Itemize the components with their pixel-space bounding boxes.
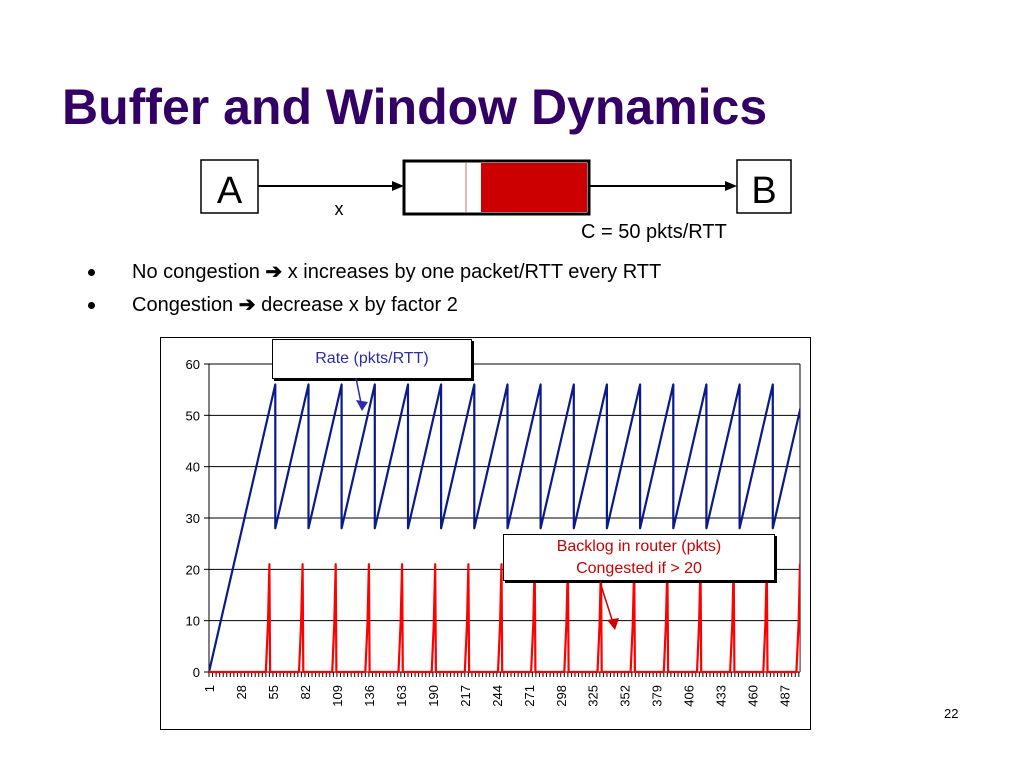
bullet-text: x increases by one packet/RTT every RTT bbox=[282, 261, 662, 283]
bullet-item: No congestion ➔ x increases by one packe… bbox=[88, 256, 661, 289]
y-tick-label: 40 bbox=[186, 460, 200, 475]
x-tick-label: 406 bbox=[682, 685, 697, 707]
chart-frame: 0 10 20 30 40 50 60 1 28 55 82 109 136 163 190 217 244 27… bbox=[160, 337, 811, 730]
bullet-list: No congestion ➔ x increases by one packe… bbox=[88, 256, 661, 322]
rate-callout: Rate (pkts/RTT) bbox=[272, 339, 472, 379]
x-tick-label: 379 bbox=[650, 685, 665, 707]
x-tick-label: 1 bbox=[202, 685, 217, 692]
x-tick-label: 298 bbox=[554, 685, 569, 707]
bullet-text: decrease x by factor 2 bbox=[255, 294, 458, 316]
x-tick-label: 433 bbox=[714, 685, 729, 707]
link-b-arrowhead bbox=[725, 181, 737, 191]
bullet-text: Congestion bbox=[132, 294, 239, 316]
source-node-label: A bbox=[217, 170, 243, 212]
bullet-text: No congestion bbox=[132, 261, 266, 283]
dest-node-label: B bbox=[751, 170, 776, 212]
link-a-arrowhead bbox=[392, 181, 404, 191]
page-number: 22 bbox=[944, 706, 959, 721]
bullet-dot bbox=[88, 269, 95, 276]
queue-backlog-fill bbox=[481, 163, 587, 212]
rate-pointer-arrowhead bbox=[356, 400, 368, 411]
x-tick-label: 325 bbox=[586, 685, 601, 707]
network-diagram: A x B C = 50 pkts/RTT bbox=[200, 159, 792, 243]
backlog-callout-pointer bbox=[599, 581, 615, 627]
y-tick-label: 60 bbox=[186, 357, 200, 372]
x-tick-label: 352 bbox=[618, 685, 633, 707]
rate-callout-text: Rate (pkts/RTT) bbox=[315, 350, 429, 367]
backlog-pointer-arrowhead bbox=[607, 618, 619, 630]
dest-node-box bbox=[736, 159, 792, 214]
backlog-callout: Backlog in router (pkts) Congested if > … bbox=[503, 534, 775, 581]
x-tick-label: 460 bbox=[746, 685, 761, 707]
x-tick-label: 82 bbox=[298, 685, 313, 699]
y-tick-label: 50 bbox=[186, 408, 200, 423]
y-tick-label: 0 bbox=[193, 665, 200, 680]
right-arrow-icon: ➔ bbox=[265, 261, 283, 283]
backlog-series-line bbox=[209, 563, 800, 674]
x-tick-label: 55 bbox=[266, 685, 281, 699]
right-arrow-icon: ➔ bbox=[238, 294, 256, 316]
x-tick-label: 487 bbox=[778, 685, 793, 707]
x-tick-label: 28 bbox=[234, 685, 249, 699]
x-tick-label: 271 bbox=[522, 685, 537, 707]
bullet-dot bbox=[88, 302, 95, 309]
backlog-callout-line2: Congested if > 20 bbox=[576, 560, 702, 577]
y-tick-label: 20 bbox=[186, 562, 200, 577]
capacity-label: C = 50 pkts/RTT bbox=[581, 221, 727, 243]
x-tick-label: 244 bbox=[490, 685, 505, 707]
x-tick-label: 136 bbox=[362, 685, 377, 707]
y-tick-label: 30 bbox=[186, 511, 200, 526]
backlog-callout-line1: Backlog in router (pkts) bbox=[556, 538, 722, 555]
source-node-box bbox=[200, 159, 259, 214]
x-tick-label: 217 bbox=[458, 685, 473, 707]
flow-rate-label: x bbox=[335, 199, 344, 219]
slide-title: Buffer and Window Dynamics bbox=[62, 79, 768, 135]
y-tick-label: 10 bbox=[186, 614, 200, 629]
bullet-item: Congestion ➔ decrease x by factor 2 bbox=[88, 289, 661, 322]
x-tick-label: 190 bbox=[426, 685, 441, 707]
rate-series-line bbox=[209, 383, 800, 673]
x-tick-label: 109 bbox=[330, 685, 345, 707]
x-tick-label: 163 bbox=[394, 685, 409, 707]
rate-backlog-chart: 0 10 20 30 40 50 60 1 28 55 82 109 136 163 190 217 244 27… bbox=[186, 357, 801, 707]
